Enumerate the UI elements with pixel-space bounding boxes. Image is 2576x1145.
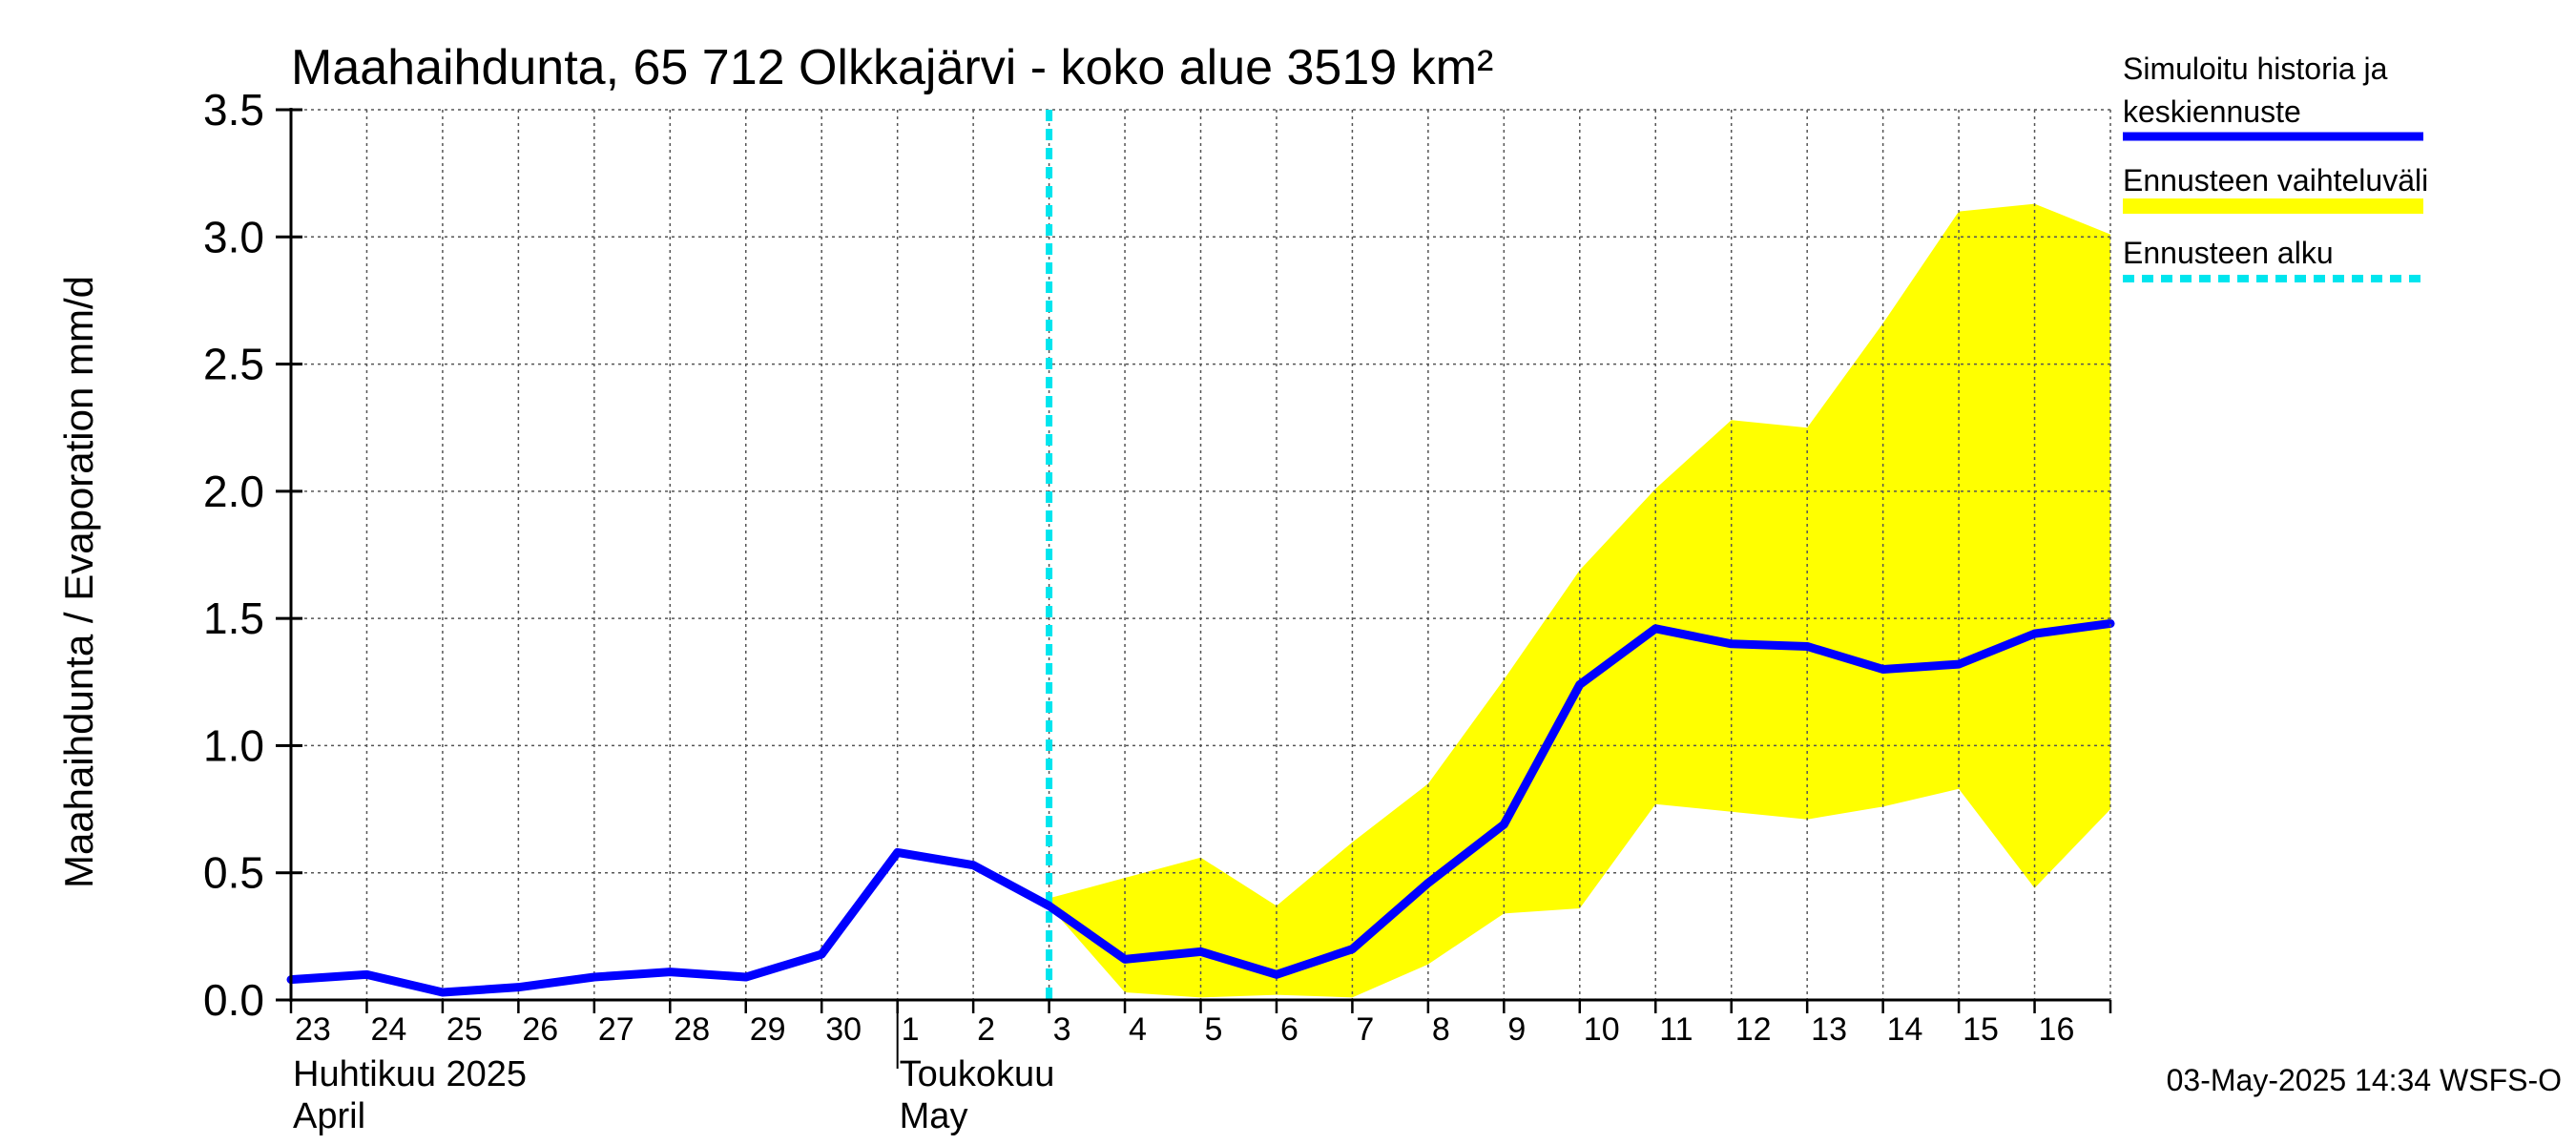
series-point	[1274, 972, 1278, 977]
legend-label: Ennusteen alku	[2123, 236, 2334, 270]
x-tick-label: 9	[1507, 1011, 1526, 1048]
series-point	[1502, 822, 1506, 827]
labels-layer: Maahaihdunta, 65 712 Olkkajärvi - koko a…	[56, 40, 2562, 1136]
x-tick-label: 12	[1735, 1011, 1772, 1048]
series-point	[2109, 621, 2112, 626]
y-tick-label: 0.5	[203, 848, 264, 898]
series-layer	[286, 618, 2115, 997]
x-tick-label: 13	[1811, 1011, 1847, 1048]
legend-swatch-band	[2123, 198, 2423, 214]
x-tick-label: 1	[902, 1011, 920, 1048]
series-point	[1425, 881, 1430, 885]
series-point	[1653, 626, 1658, 631]
series-point	[1198, 949, 1203, 954]
y-axis-label: Maahaihdunta / Evaporation mm/d	[56, 276, 101, 888]
x-tick-label: 25	[447, 1011, 483, 1048]
x-tick-label: 7	[1356, 1011, 1374, 1048]
series-point	[1729, 641, 1734, 646]
x-tick-label: 24	[370, 1011, 406, 1048]
forecast-range-band-layer	[1049, 203, 2110, 998]
x-tick-label: 2	[977, 1011, 995, 1048]
x-tick-label: 6	[1280, 1011, 1298, 1048]
month-label-en: May	[900, 1096, 968, 1136]
x-tick-label: 28	[674, 1011, 710, 1048]
x-tick-label: 30	[825, 1011, 862, 1048]
x-tick-label: 3	[1053, 1011, 1071, 1048]
series-point	[971, 863, 976, 867]
grid-layer	[291, 109, 2110, 1000]
series-point	[1957, 662, 1962, 667]
x-tick-label: 8	[1432, 1011, 1450, 1048]
x-tick-label: 5	[1205, 1011, 1223, 1048]
y-tick-label: 1.5	[203, 593, 264, 643]
x-tick-label: 27	[598, 1011, 634, 1048]
series-point	[516, 985, 521, 989]
series-point	[668, 969, 673, 974]
series-point	[2032, 632, 2037, 636]
x-tick-label: 10	[1584, 1011, 1620, 1048]
timestamp-footer: 03-May-2025 14:34 WSFS-O	[2167, 1063, 2562, 1097]
month-label: Huhtikuu 2025	[293, 1054, 527, 1094]
x-tick-label: 29	[750, 1011, 786, 1048]
series-point	[743, 975, 748, 980]
month-label-en: April	[293, 1096, 365, 1136]
y-tick-label: 3.5	[203, 85, 264, 135]
y-tick-label: 2.0	[203, 467, 264, 516]
month-label: Toukokuu	[900, 1054, 1055, 1094]
legend: Simuloitu historia ja keskiennuste Ennuste…	[2123, 52, 2428, 282]
x-tick-label: 4	[1129, 1011, 1147, 1048]
series-point	[440, 990, 445, 995]
legend-label-line2: keskiennuste	[2123, 94, 2301, 129]
series-point	[1123, 957, 1128, 962]
x-tick-label: 16	[2039, 1011, 2075, 1048]
x-tick-label: 15	[1963, 1011, 1999, 1048]
x-tick-label: 26	[522, 1011, 558, 1048]
axes-layer	[276, 108, 2112, 1069]
x-tick-label: 11	[1659, 1011, 1693, 1048]
series-point	[1880, 667, 1885, 672]
series-point	[592, 975, 596, 980]
series-point	[364, 972, 369, 977]
y-tick-label: 3.0	[203, 212, 264, 261]
x-tick-label: 23	[295, 1011, 331, 1048]
y-tick-label: 1.0	[203, 720, 264, 770]
chart-title: Maahaihdunta, 65 712 Olkkajärvi - koko a…	[291, 40, 1493, 95]
series-point	[895, 850, 900, 855]
legend-label: Simuloitu historia ja	[2123, 52, 2388, 86]
y-tick-label: 2.5	[203, 340, 264, 389]
x-tick-label: 14	[1887, 1011, 1923, 1048]
series-point	[820, 952, 824, 957]
series-point	[1047, 904, 1051, 908]
y-tick-label: 0.0	[203, 975, 264, 1025]
series-point	[1577, 682, 1582, 687]
legend-label: Ennusteen vaihteluväli	[2123, 163, 2428, 198]
forecast-range-band	[1049, 203, 2110, 998]
series-point	[1805, 644, 1810, 649]
series-point	[1350, 947, 1355, 951]
